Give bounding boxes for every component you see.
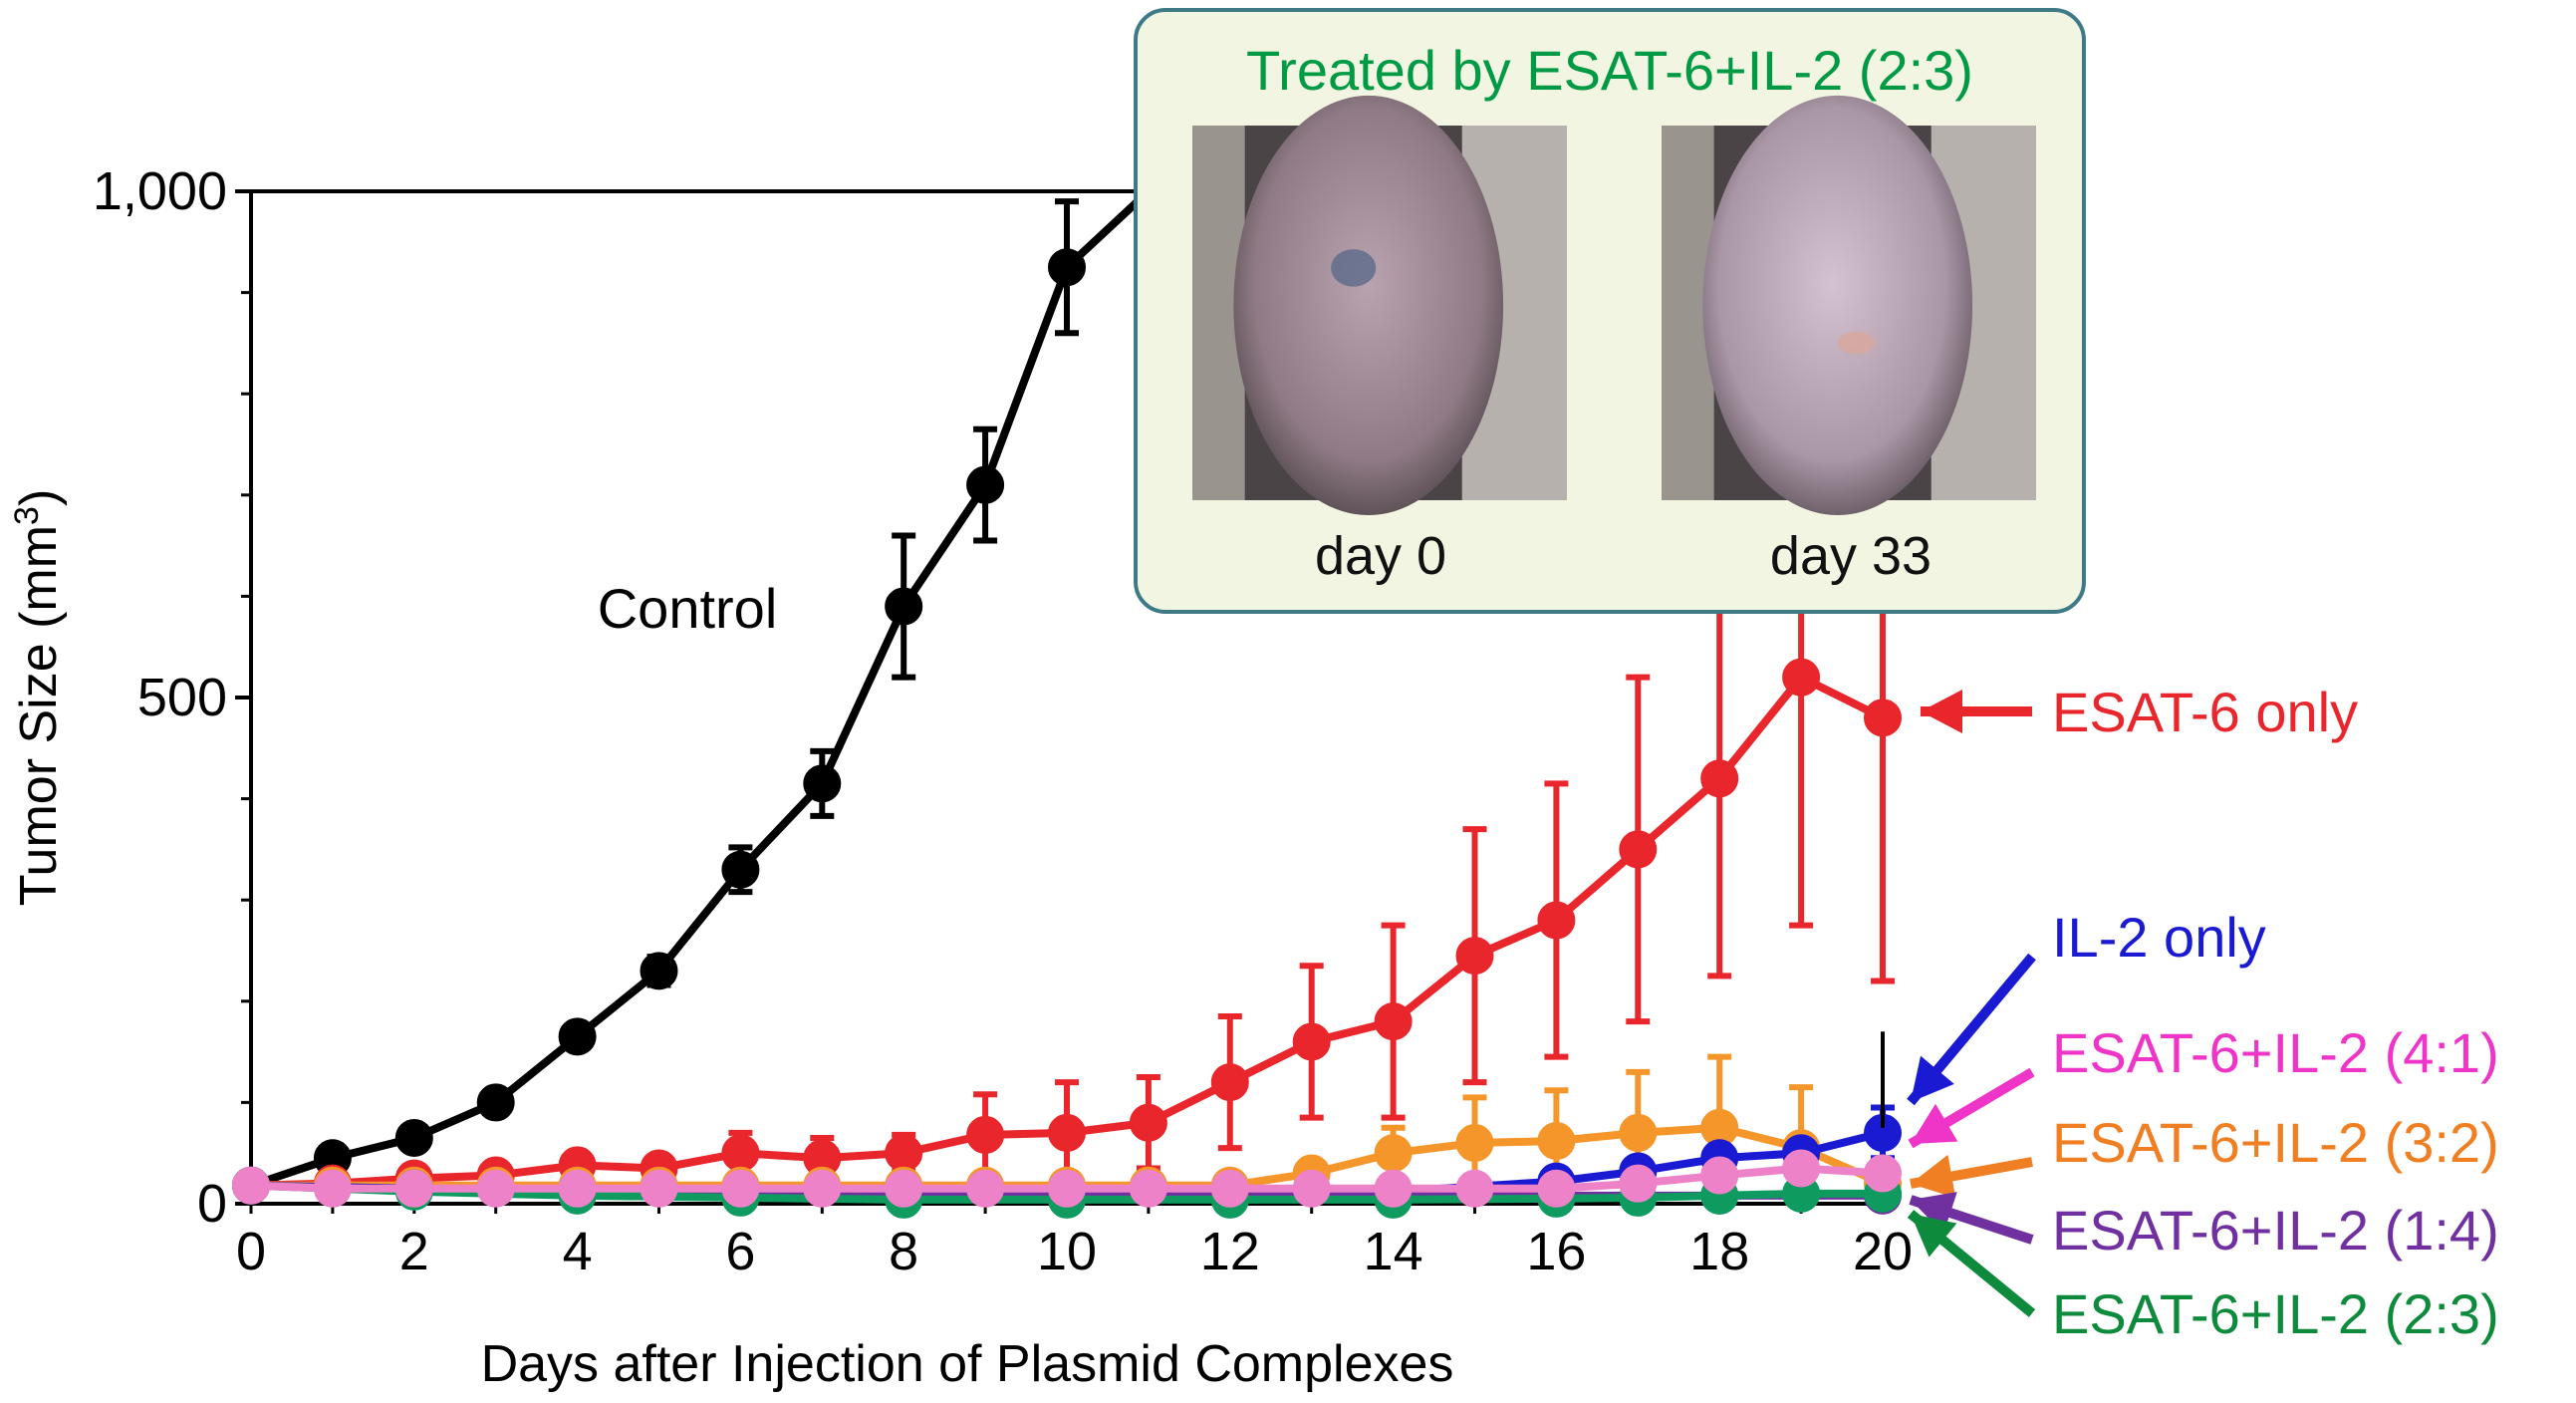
data-point bbox=[1619, 1113, 1658, 1152]
data-point bbox=[1782, 658, 1821, 697]
axes: 0 500 1,000 0 2 4 6 8 10 12 14 16 18 20 Days after Inj… bbox=[8, 161, 1913, 1393]
data-point bbox=[1374, 1169, 1413, 1208]
data-point bbox=[1700, 759, 1739, 798]
data-point bbox=[1292, 1169, 1331, 1208]
label-il-2-only: IL-2 only bbox=[2052, 906, 2266, 969]
label-esat-6-il-2-2-3: ESAT-6+IL-2 (2:3) bbox=[2052, 1282, 2499, 1345]
x-tick-label: 18 bbox=[1689, 1222, 1749, 1281]
data-point bbox=[966, 1115, 1005, 1154]
data-point bbox=[640, 952, 678, 990]
label-esat-6-il-2-4-1: ESAT-6+IL-2 (4:1) bbox=[2052, 1021, 2499, 1084]
series-control bbox=[232, 188, 1152, 1205]
data-point bbox=[885, 1134, 923, 1173]
data-point bbox=[1374, 1134, 1413, 1173]
x-tick-label: 8 bbox=[889, 1222, 918, 1281]
data-point bbox=[1700, 1156, 1739, 1195]
data-point bbox=[394, 1169, 433, 1208]
x-tick-label: 14 bbox=[1364, 1222, 1423, 1281]
data-point bbox=[803, 1169, 842, 1208]
caption-day-0: day 0 bbox=[1315, 526, 1446, 586]
data-point bbox=[640, 1169, 678, 1208]
x-tick-label: 12 bbox=[1200, 1222, 1260, 1281]
inset-title: Treated by ESAT-6+IL-2 (2:3) bbox=[1246, 39, 1973, 102]
data-point bbox=[1374, 1002, 1413, 1041]
data-point bbox=[721, 1169, 760, 1208]
y-axis-title: Tumor Size (mm3) bbox=[8, 489, 68, 907]
y-tick-label: 500 bbox=[137, 668, 227, 727]
caption-day-33: day 33 bbox=[1770, 526, 1932, 586]
arrowhead-esat-6-only bbox=[1921, 690, 1962, 733]
data-point bbox=[476, 1169, 515, 1208]
data-point bbox=[1455, 937, 1494, 976]
arrowhead-esat-6-il-2-2-3 bbox=[1911, 1214, 1957, 1258]
x-tick-label: 4 bbox=[563, 1222, 593, 1281]
x-tick-label: 10 bbox=[1037, 1222, 1097, 1281]
annotation-labels: Control ESAT-6 only IL-2 only ESAT-6+IL-2 (… bbox=[598, 577, 2499, 1345]
control-label: Control bbox=[598, 577, 778, 640]
photo-inset: Treated by ESAT-6+IL-2 (2:3) day 0 day 33 bbox=[1134, 8, 2086, 614]
data-point bbox=[1292, 1022, 1331, 1061]
data-point bbox=[313, 1169, 352, 1208]
photo-skin bbox=[1233, 95, 1504, 516]
arrowhead-esat-6-il-2-3-2 bbox=[1911, 1154, 1956, 1199]
label-esat-6-il-2-3-2: ESAT-6+IL-2 (3:2) bbox=[2052, 1111, 2499, 1174]
data-point bbox=[394, 1118, 433, 1157]
photo-scar bbox=[1837, 331, 1876, 355]
photo-day-0 bbox=[1192, 95, 1567, 516]
data-point bbox=[1455, 1169, 1494, 1208]
data-point bbox=[232, 1166, 270, 1205]
x-axis-title: Days after Injection of Plasmid Complexe… bbox=[481, 1335, 1454, 1393]
photo-day-33 bbox=[1662, 95, 2036, 516]
x-tick-label: 16 bbox=[1526, 1222, 1586, 1281]
arrowhead-il-2-only bbox=[1911, 1055, 1954, 1102]
data-point bbox=[966, 465, 1005, 504]
label-esat-6-il-2-1-4: ESAT-6+IL-2 (1:4) bbox=[2052, 1199, 2499, 1262]
data-point bbox=[1782, 1149, 1821, 1188]
x-tick-label: 2 bbox=[399, 1222, 429, 1281]
data-point bbox=[885, 1169, 923, 1208]
data-point bbox=[1048, 1169, 1086, 1208]
data-point bbox=[721, 850, 760, 889]
data-point bbox=[721, 1134, 760, 1173]
data-point bbox=[1864, 699, 1902, 737]
data-point bbox=[1537, 1122, 1576, 1161]
y-tick-label: 0 bbox=[197, 1174, 227, 1234]
photo-tumor bbox=[1331, 249, 1377, 287]
series-group bbox=[232, 188, 1902, 1219]
data-point bbox=[476, 1083, 515, 1122]
data-point bbox=[1129, 1169, 1167, 1208]
y-tick-label: 1,000 bbox=[93, 161, 227, 221]
data-point bbox=[558, 1169, 597, 1208]
photo-skin bbox=[1702, 95, 1973, 516]
series-esat-6-il-2-4-1 bbox=[232, 1149, 1902, 1208]
data-point bbox=[1048, 248, 1086, 287]
data-point bbox=[803, 764, 842, 803]
x-tick-label: 0 bbox=[236, 1222, 266, 1281]
data-point bbox=[1210, 1063, 1249, 1102]
data-point bbox=[1455, 1124, 1494, 1163]
x-tick-label: 20 bbox=[1853, 1222, 1913, 1281]
series-esat-6-only bbox=[232, 425, 1902, 1205]
data-point bbox=[1129, 1103, 1167, 1142]
data-point bbox=[1864, 1154, 1902, 1193]
series-line bbox=[249, 188, 1152, 1190]
data-point bbox=[558, 1017, 597, 1056]
data-point bbox=[966, 1169, 1005, 1208]
data-point bbox=[1619, 830, 1658, 869]
data-point bbox=[1537, 901, 1576, 940]
arrowhead-esat-6-il-2-4-1 bbox=[1911, 1103, 1958, 1144]
x-tick-label: 6 bbox=[725, 1222, 755, 1281]
data-point bbox=[1619, 1164, 1658, 1203]
data-point bbox=[1537, 1169, 1576, 1208]
data-point bbox=[885, 587, 923, 626]
label-esat-6-only: ESAT-6 only bbox=[2052, 681, 2358, 743]
data-point bbox=[1210, 1169, 1249, 1208]
data-point bbox=[1048, 1113, 1086, 1152]
